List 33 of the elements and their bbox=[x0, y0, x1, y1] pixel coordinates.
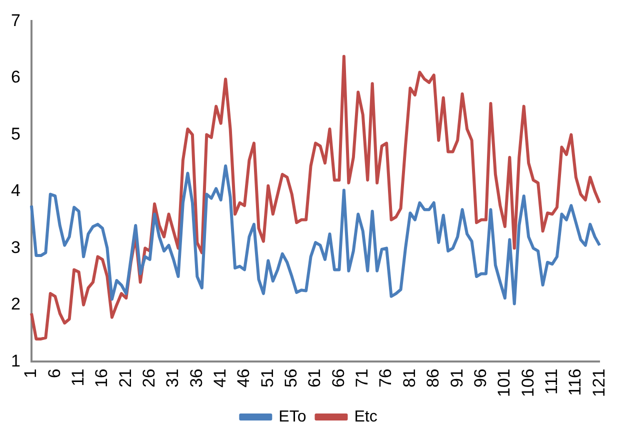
x-tick-label: 96 bbox=[470, 368, 490, 388]
y-tick-label: 6 bbox=[10, 68, 20, 87]
x-tick-label: 61 bbox=[305, 368, 324, 388]
x-tick-label: 86 bbox=[424, 368, 443, 388]
x-tick-label: 116 bbox=[566, 368, 585, 396]
y-tick-label: 3 bbox=[10, 238, 20, 257]
x-tick-label: 66 bbox=[328, 368, 348, 388]
x-tick-label: 21 bbox=[116, 368, 135, 388]
x-tick-label: 76 bbox=[376, 368, 396, 388]
x-tick-label: 71 bbox=[352, 368, 372, 388]
x-tick-label: 121 bbox=[589, 368, 608, 398]
x-tick-label: 6 bbox=[44, 368, 64, 378]
x-tick-label: 91 bbox=[447, 368, 466, 388]
x-tick-label: 46 bbox=[234, 368, 254, 388]
x-tick-label: 56 bbox=[282, 368, 301, 388]
x-tick-label: 11 bbox=[68, 368, 88, 386]
x-tick-label: 31 bbox=[163, 368, 182, 388]
x-tick-label: 106 bbox=[518, 368, 538, 398]
x-tick-label: 51 bbox=[258, 368, 277, 388]
legend-label: ETo bbox=[278, 408, 306, 426]
y-tick-label: 4 bbox=[10, 181, 20, 200]
y-tick-label: 7 bbox=[10, 10, 20, 30]
x-tick-label: 111 bbox=[542, 368, 561, 394]
x-tick-label: 1 bbox=[21, 368, 40, 378]
x-tick-label: 41 bbox=[210, 368, 230, 388]
x-tick-label: 16 bbox=[92, 368, 112, 388]
y-tick-label: 2 bbox=[10, 294, 20, 314]
x-tick-label: 81 bbox=[400, 368, 419, 388]
x-tick-label: 36 bbox=[186, 368, 206, 388]
y-tick-label: 5 bbox=[10, 124, 20, 144]
x-tick-label: 26 bbox=[140, 368, 159, 388]
legend-label: Etc bbox=[354, 408, 378, 426]
x-tick-label: 101 bbox=[494, 368, 514, 398]
